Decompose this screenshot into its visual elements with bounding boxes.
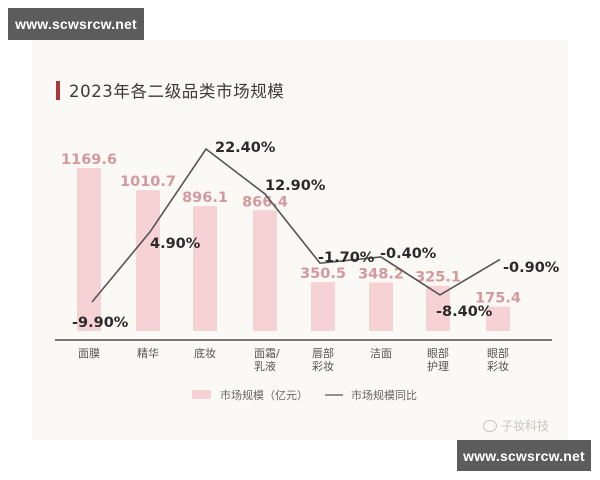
category-label: 彩妆 xyxy=(312,360,334,373)
category-label: 面膜 xyxy=(78,347,100,360)
chart-title: 2023年各二级品类市场规模 xyxy=(56,79,284,101)
source-credit: 子妆科技 xyxy=(483,417,549,434)
bar xyxy=(253,210,277,331)
category-label: 眼部 xyxy=(427,346,449,360)
category-label: 洁面 xyxy=(370,347,392,360)
category-label: 乳液 xyxy=(254,359,276,373)
chart-panel xyxy=(32,40,568,440)
legend-bar-swatch xyxy=(192,390,211,399)
bar xyxy=(486,306,510,331)
bar-series xyxy=(77,168,510,331)
bar-value-label: 1169.6 xyxy=(61,152,117,168)
line-value-label: -9.90% xyxy=(72,315,129,331)
category-label: 眼部 xyxy=(487,346,509,360)
line-value-label: -1.70% xyxy=(318,250,375,266)
watermark-top: www.scwsrcw.net xyxy=(8,8,144,40)
legend: 市场规模（亿元） 市场规模同比 xyxy=(192,388,417,402)
bar-value-label: 866.4 xyxy=(242,194,288,210)
watermark-bottom: www.scwsrcw.net xyxy=(457,440,591,471)
line-value-label: 12.90% xyxy=(265,178,326,194)
line-value-label: 4.90% xyxy=(150,236,201,252)
chart-title-text: 2023年各二级品类市场规模 xyxy=(69,82,285,101)
bar-value-label: 896.1 xyxy=(182,190,228,206)
category-label: 精华 xyxy=(137,346,159,360)
title-accent-bar xyxy=(56,80,60,100)
line-value-label: 22.40% xyxy=(215,140,276,156)
category-label: 唇部 xyxy=(312,346,334,360)
bar-value-label: 175.4 xyxy=(475,291,521,307)
bar-value-label: 350.5 xyxy=(300,266,346,282)
category-label: 底妆 xyxy=(194,346,216,360)
category-label: 面霜/ xyxy=(254,347,280,360)
bar xyxy=(311,282,335,331)
line-value-labels: -9.90% 4.90% 22.40% 12.90% -1.70% -0.40% -8.40… xyxy=(72,140,560,331)
bar-value-label: 1010.7 xyxy=(120,174,176,190)
bar xyxy=(369,282,393,331)
bar xyxy=(193,206,217,331)
line-value-label: -0.40% xyxy=(380,246,437,262)
line-value-label: -0.90% xyxy=(503,260,560,276)
line-value-label: -8.40% xyxy=(436,304,493,320)
category-label: 护理 xyxy=(427,359,449,373)
yoy-line-series xyxy=(91,147,501,303)
category-label: 彩妆 xyxy=(487,360,509,373)
legend-bar-label: 市场规模（亿元） xyxy=(220,388,308,402)
bar-value-label: 348.2 xyxy=(358,266,404,282)
bar xyxy=(136,190,160,331)
weibo-icon xyxy=(483,419,497,432)
legend-line-label: 市场规模同比 xyxy=(351,388,417,402)
bar xyxy=(77,168,101,331)
source-label: 子妆科技 xyxy=(501,419,550,433)
bar-value-label: 325.1 xyxy=(415,270,461,286)
